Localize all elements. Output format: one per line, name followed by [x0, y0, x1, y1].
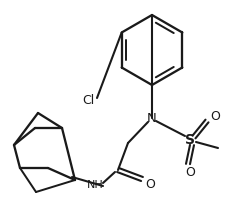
Text: NH: NH	[87, 180, 103, 190]
Text: Cl: Cl	[82, 95, 94, 107]
Text: O: O	[145, 178, 155, 190]
Text: N: N	[147, 112, 157, 124]
Text: S: S	[185, 133, 195, 147]
Text: O: O	[210, 109, 220, 122]
Text: O: O	[185, 167, 195, 180]
